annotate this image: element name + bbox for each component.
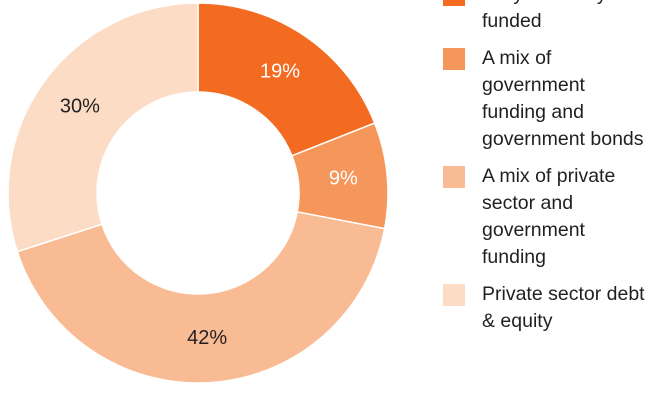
legend-swatch <box>443 0 465 6</box>
value-label: 19% <box>260 61 300 83</box>
legend-item: A mix of government funding and governme… <box>443 45 654 153</box>
legend-item: A mix of private sector and government f… <box>443 163 654 271</box>
donut-slice <box>16 211 386 384</box>
legend-swatch <box>443 166 465 188</box>
legend-label: A mix of government funding and governme… <box>482 47 644 150</box>
legend-label: Fully internally funded <box>482 0 607 32</box>
value-label: 42% <box>187 327 227 349</box>
value-label: 30% <box>60 95 100 117</box>
legend-swatch <box>443 48 465 70</box>
legend: Fully internally funded A mix of governme… <box>443 0 654 345</box>
legend-label: Private sector debt & equity <box>482 283 645 332</box>
legend-swatch <box>443 284 465 306</box>
chart: 19% 9% 42% 30% <box>7 2 389 384</box>
donut-slice <box>7 2 199 253</box>
legend-item: Private sector debt & equity <box>443 281 654 335</box>
donut-slice <box>197 2 376 157</box>
legend-item: Fully internally funded <box>443 0 654 35</box>
legend-label: A mix of private sector and government f… <box>482 165 616 268</box>
value-label: 9% <box>329 168 358 190</box>
